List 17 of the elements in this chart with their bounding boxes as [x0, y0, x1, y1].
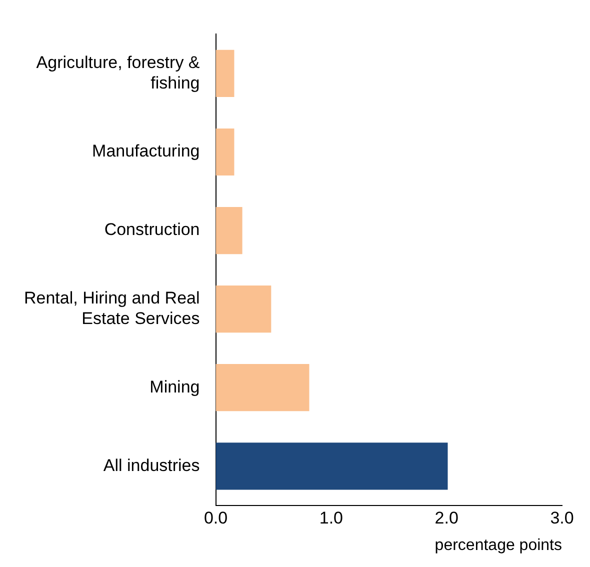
- bar: [216, 50, 234, 98]
- bar: [216, 128, 234, 176]
- x-axis-title: percentage points: [434, 536, 562, 554]
- y-tick-label: Mining: [150, 377, 200, 396]
- y-tick-label: Rental, Hiring and Real Estate Services: [24, 288, 200, 328]
- x-tick-label: 2.0: [434, 508, 458, 528]
- bar: [216, 364, 310, 412]
- y-tick-label: Construction: [104, 220, 200, 240]
- x-tick-label: 3.0: [550, 508, 574, 528]
- y-tick-label: Manufacturing: [92, 142, 200, 161]
- x-tick-label: 0.0: [204, 508, 228, 528]
- bar: [216, 206, 242, 254]
- y-tick-label: All industries: [103, 456, 200, 475]
- bar: [216, 286, 272, 333]
- y-tick-label: Agriculture, forestry & fishing: [36, 52, 200, 92]
- x-tick-label: 1.0: [319, 508, 343, 528]
- bar: [216, 442, 448, 490]
